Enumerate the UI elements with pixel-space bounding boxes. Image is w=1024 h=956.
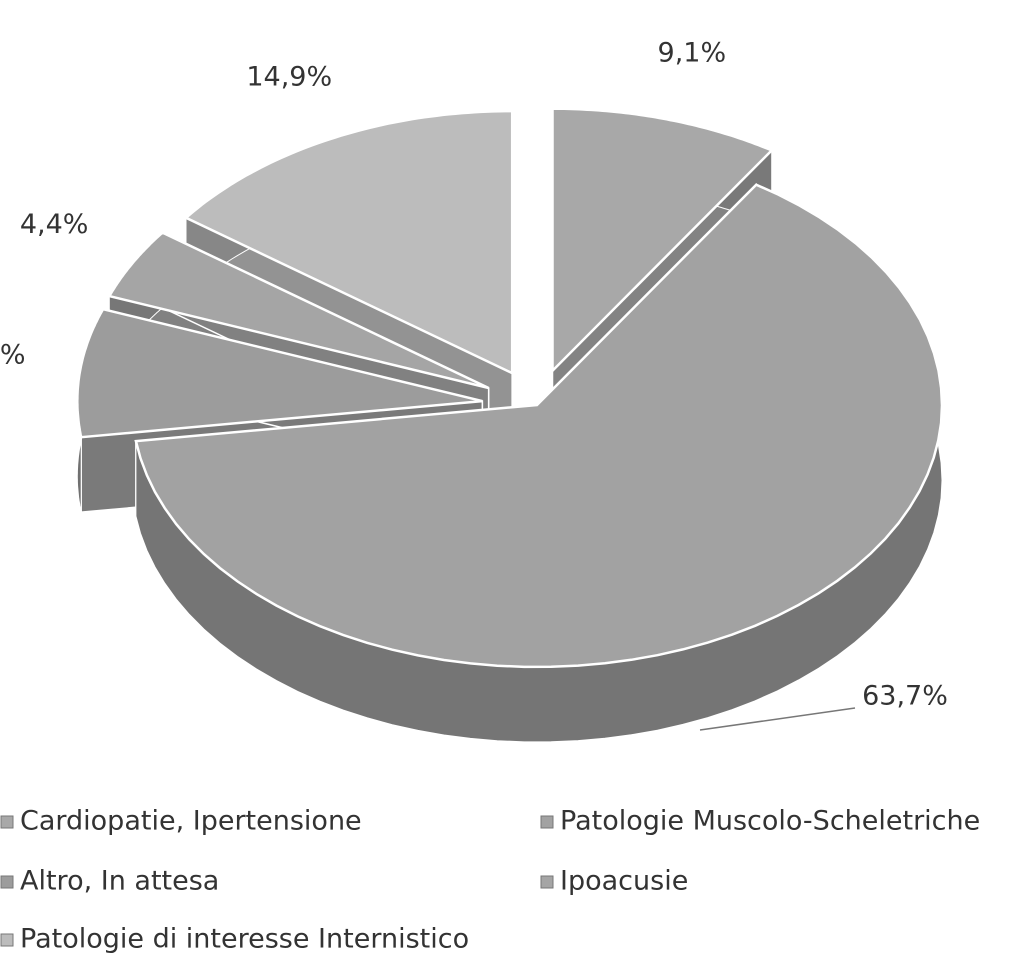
legend-label: Ipoacusie [560, 866, 688, 897]
legend-label: Altro, In attesa [20, 866, 219, 897]
legend-swatch [0, 875, 14, 889]
data-label: 7,9% [0, 340, 26, 371]
data-label: 4,4% [20, 209, 89, 240]
data-label: 9,1% [658, 38, 727, 69]
legend-swatch [540, 875, 554, 889]
legend-swatch [540, 815, 554, 829]
slice [134, 183, 944, 669]
legend-swatch [0, 815, 14, 829]
data-label: 14,9% [246, 61, 332, 92]
legend-label: Cardiopatie, Ipertensione [20, 806, 362, 837]
data-label: 63,7% [862, 681, 948, 712]
legend-label: Patologie Muscolo-Scheletriche [560, 806, 980, 837]
slice [183, 109, 514, 376]
slice [551, 107, 774, 374]
slice [107, 231, 490, 390]
legend-swatch [0, 933, 14, 947]
slice [76, 307, 483, 439]
leader-line [699, 707, 856, 731]
legend-label: Patologie di interesse Internistico [20, 924, 469, 955]
